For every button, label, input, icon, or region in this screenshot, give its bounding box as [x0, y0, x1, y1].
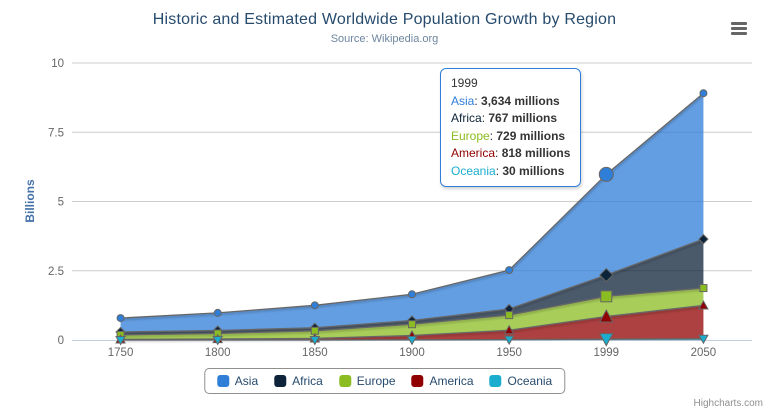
hamburger-icon — [731, 21, 747, 25]
y-axis-label: 0 — [58, 335, 64, 347]
legend-item-europe[interactable]: Europe — [338, 374, 396, 388]
legend-item-oceania[interactable]: Oceania — [489, 374, 553, 388]
x-axis-label: 1750 — [108, 347, 134, 359]
export-menu-button[interactable] — [728, 19, 750, 37]
marker-europe-1900[interactable] — [408, 320, 416, 329]
marker-asia-1800[interactable] — [213, 308, 222, 317]
marker-asia-2050[interactable] — [699, 89, 708, 98]
x-axis-label: 1900 — [399, 347, 425, 359]
legend-swatch-icon — [411, 375, 424, 387]
x-axis-label: 1950 — [496, 347, 522, 359]
y-axis-label: 5 — [58, 197, 64, 209]
credits-link[interactable]: Highcharts.com — [693, 398, 763, 409]
legend-item-asia[interactable]: Asia — [216, 374, 259, 388]
marker-oceania-1950[interactable] — [503, 335, 515, 346]
marker-oceania-1800[interactable] — [212, 335, 224, 346]
legend-item-africa[interactable]: Africa — [274, 374, 323, 388]
marker-asia-1950[interactable] — [505, 266, 514, 275]
marker-asia-1850[interactable] — [310, 301, 319, 310]
x-axis-label: 1800 — [205, 347, 231, 359]
legend-swatch-icon — [489, 375, 502, 387]
marker-oceania-1850[interactable] — [309, 335, 321, 346]
legend-label: America — [429, 374, 474, 388]
legend-swatch-icon — [338, 375, 351, 387]
y-axis-label: 7.5 — [48, 127, 64, 139]
area-series-america[interactable] — [120, 305, 704, 340]
area-series-asia[interactable] — [120, 93, 704, 332]
marker-asia-1900[interactable] — [408, 290, 416, 299]
legend-label: Europe — [356, 374, 396, 388]
x-axis-label: 1850 — [302, 347, 328, 359]
chart-subtitle: Source: Wikipedia.org — [330, 33, 439, 45]
marker-oceania-1999[interactable] — [598, 333, 614, 347]
marker-oceania-2050[interactable] — [698, 334, 709, 345]
legend-label: Oceania — [507, 374, 553, 388]
marker-africa-2050[interactable] — [698, 233, 709, 245]
legend-label: Asia — [234, 374, 259, 388]
legend-swatch-icon — [274, 375, 287, 387]
marker-america-1999[interactable] — [598, 308, 614, 323]
marker-europe-2050[interactable] — [699, 284, 708, 293]
y-axis-title: Billions — [23, 179, 37, 223]
x-axis-label: 2050 — [691, 347, 717, 359]
y-axis-label: 10 — [51, 58, 64, 70]
marker-america-2050[interactable] — [698, 299, 709, 310]
marker-asia-1750[interactable] — [116, 314, 125, 323]
marker-europe-1950[interactable] — [505, 311, 514, 320]
marker-oceania-1900[interactable] — [406, 335, 418, 346]
hamburger-icon — [731, 26, 747, 30]
marker-america-1950[interactable] — [503, 324, 515, 335]
y-axis-label: 2.5 — [48, 266, 64, 278]
area-series-africa[interactable] — [120, 239, 704, 335]
marker-europe-1999[interactable] — [600, 290, 613, 303]
legend: Asia Africa Europe America Oceania — [203, 368, 566, 394]
legend-item-america[interactable]: America — [411, 374, 474, 388]
marker-oceania-1750[interactable] — [115, 335, 126, 346]
legend-swatch-icon — [216, 375, 229, 387]
legend-label: Africa — [292, 374, 323, 388]
x-axis-label: 1999 — [593, 347, 619, 359]
hamburger-icon — [731, 31, 747, 35]
marker-africa-1999[interactable] — [599, 267, 614, 283]
marker-asia-1999[interactable] — [598, 166, 614, 182]
chart-title: Historic and Estimated Worldwide Populat… — [152, 11, 617, 28]
